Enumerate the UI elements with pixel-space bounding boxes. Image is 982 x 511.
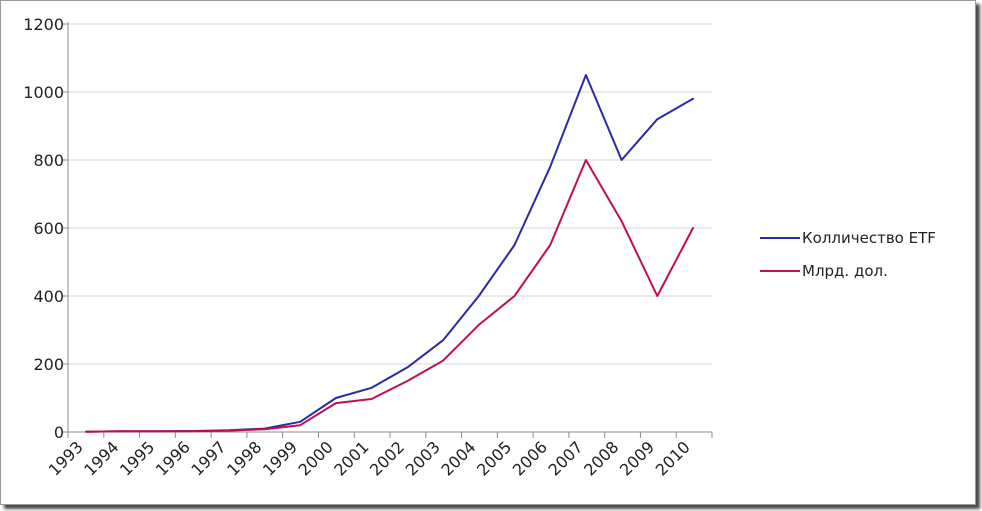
series-line-2 — [85, 159, 694, 433]
x-tick-label: 2000 — [295, 437, 337, 479]
legend-label: Млрд. дол. — [802, 262, 888, 280]
x-tick-label: 1997 — [187, 437, 229, 479]
y-tick-label: 0 — [54, 423, 64, 442]
x-tick-label: 2009 — [616, 437, 658, 479]
x-tick-label: 1999 — [259, 437, 301, 479]
y-tick-label: 1200 — [23, 15, 64, 34]
x-tick-label: 2004 — [437, 437, 479, 479]
x-axis-ticks: 1993199419951996199719981999200020012002… — [45, 437, 694, 479]
y-tick-label: 800 — [33, 151, 64, 170]
x-tick-label: 1996 — [152, 437, 194, 479]
x-tick-label: 2002 — [366, 437, 408, 479]
x-tick-label: 2006 — [509, 437, 551, 479]
x-tick-label: 1995 — [116, 437, 158, 479]
gridlines — [68, 23, 712, 365]
y-tick-label: 600 — [33, 219, 64, 238]
x-tick-label: 1993 — [45, 437, 87, 479]
x-tick-label: 2005 — [473, 437, 515, 479]
legend-label: Колличество ETF — [802, 229, 936, 247]
series-lines — [85, 74, 694, 433]
y-tick-label: 400 — [33, 287, 64, 306]
y-tick-label: 200 — [33, 355, 64, 374]
series-line-1 — [85, 74, 694, 433]
y-axis-ticks: 0 200 400 600 800 1000 1200 — [23, 15, 64, 442]
x-tick-label: 1994 — [80, 437, 122, 479]
x-tick-label: 2008 — [580, 437, 622, 479]
legend: Колличество ETF Млрд. дол. — [760, 229, 936, 280]
y-tick-label: 1000 — [23, 83, 64, 102]
x-tick-label: 2010 — [652, 437, 694, 479]
x-tick-label: 2003 — [402, 437, 444, 479]
axes — [62, 22, 713, 438]
x-tick-label: 2007 — [544, 437, 586, 479]
x-tick-label: 2001 — [330, 437, 372, 479]
x-tick-label: 1998 — [223, 437, 265, 479]
